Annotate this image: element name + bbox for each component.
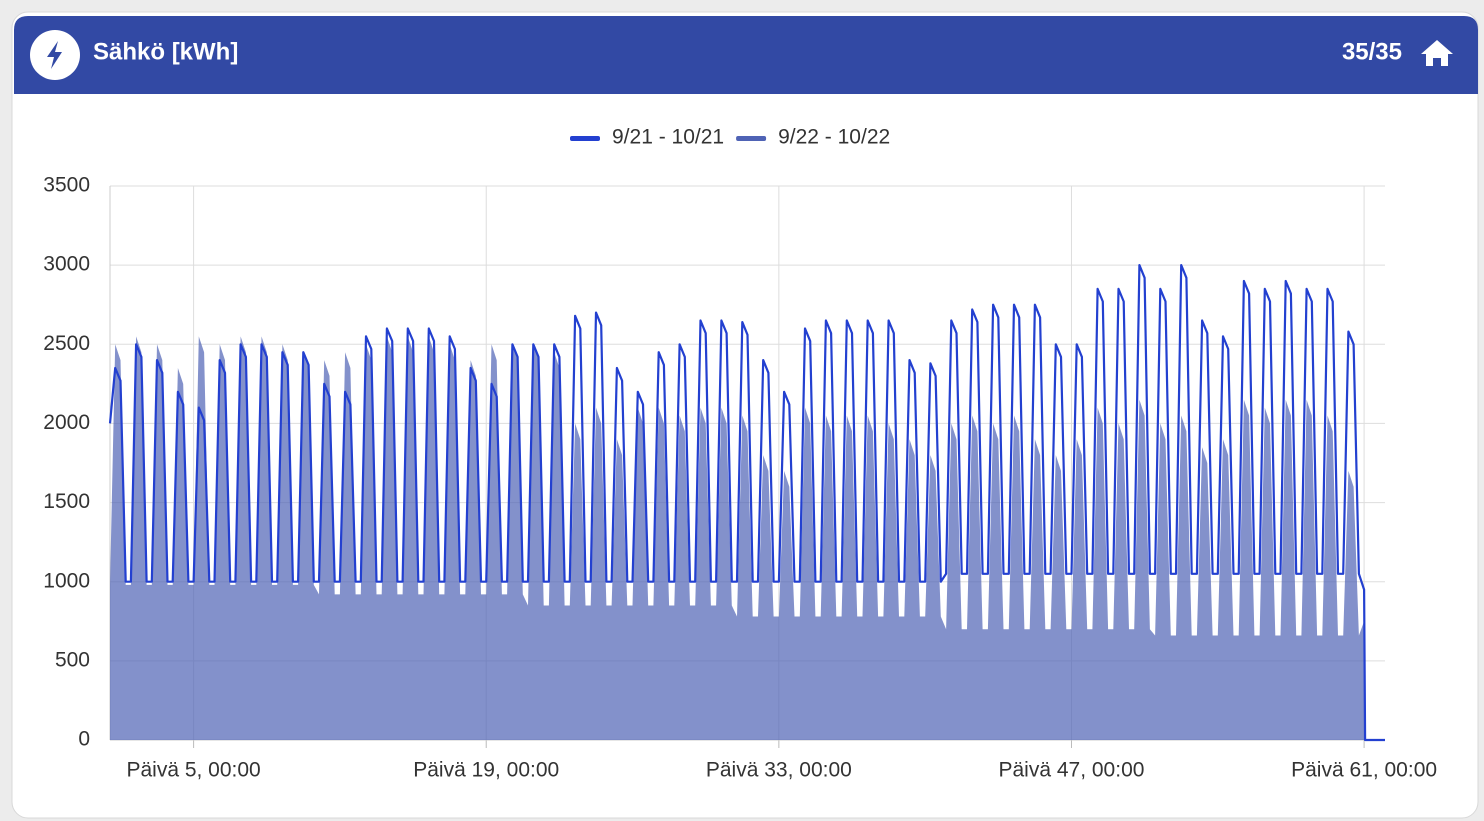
y-tick-label: 0 [78,728,90,751]
y-tick-label: 1000 [43,569,90,592]
legend-label: 9/22 - 10/22 [778,126,890,149]
legend-swatch [570,136,600,141]
x-tick-label: Päivä 19, 00:00 [413,759,559,782]
plot: 0 500 1000 1500 2000 2500 3000 3500 Päivä 5, 00:… [43,126,1437,782]
x-tick-label: Päivä 47, 00:00 [998,759,1144,782]
card-header [14,16,1478,94]
series-line [108,264,1385,742]
legend-swatch [736,136,767,141]
y-tick-label: 500 [55,648,90,671]
home-icon[interactable] [1421,40,1453,66]
lightning-icon [47,41,62,69]
legend-label: 9/21 - 10/21 [612,126,724,149]
header-title: Sähkö [kWh] [93,38,238,65]
y-tick-label: 3500 [43,174,90,197]
series-area [110,336,1385,740]
y-tick-label: 3000 [43,253,90,276]
y-tick-label: 1500 [43,490,90,513]
y-tick-label: 2000 [43,411,90,434]
y-tick-label: 2500 [43,332,90,355]
x-tick-label: Päivä 61, 00:00 [1291,759,1437,782]
x-tick-label: Päivä 5, 00:00 [126,759,260,782]
x-tick-label: Päivä 33, 00:00 [706,759,852,782]
header-counter: 35/35 [1342,38,1402,65]
